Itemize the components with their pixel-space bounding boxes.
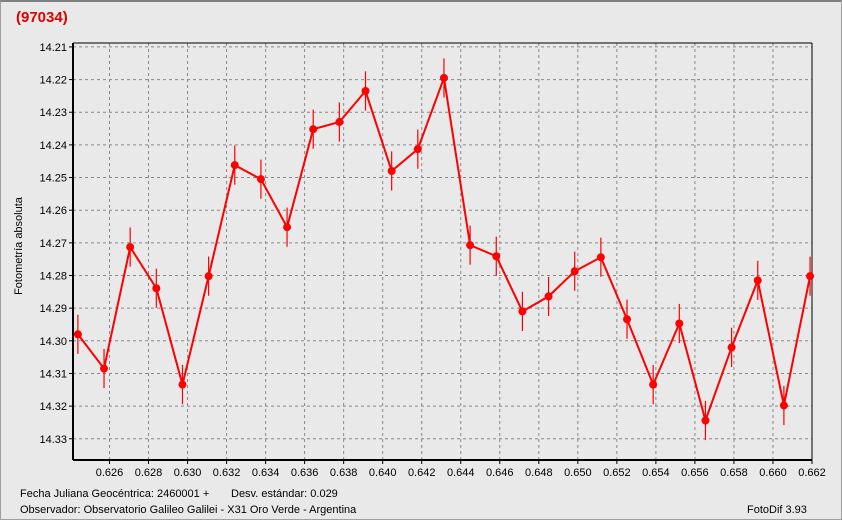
data-point <box>283 223 292 232</box>
data-point <box>623 315 632 324</box>
data-point <box>204 272 213 281</box>
data-point <box>570 267 579 276</box>
data-point <box>806 272 815 281</box>
data-point <box>701 416 710 425</box>
x-tick-label: 0.628 <box>135 467 163 479</box>
x-tick-label: 0.630 <box>174 467 202 479</box>
data-point <box>178 380 187 389</box>
y-tick-label: 14.28 <box>39 271 67 283</box>
app-version: FotoDif 3.93 <box>747 504 807 516</box>
data-point <box>439 73 448 82</box>
x-tick-label: 0.650 <box>564 467 592 479</box>
y-tick-label: 14.30 <box>39 336 67 348</box>
data-point <box>544 292 553 301</box>
data-point <box>649 380 658 389</box>
data-point <box>152 284 161 293</box>
data-point <box>230 161 239 170</box>
y-tick-label: 14.25 <box>39 173 67 185</box>
x-tick-label: 0.644 <box>447 467 475 479</box>
data-point <box>387 167 396 176</box>
data-point <box>753 276 762 285</box>
y-tick-label: 14.33 <box>39 434 67 446</box>
data-point <box>73 330 82 339</box>
x-tick-label: 0.634 <box>252 467 280 479</box>
y-tick-label: 14.24 <box>39 140 67 152</box>
observer-label: Observador: Observatorio Galileo Galilei… <box>20 504 357 516</box>
x-tick-label: 0.646 <box>486 467 514 479</box>
y-tick-label: 14.23 <box>39 107 67 119</box>
x-tick-label: 0.648 <box>525 467 553 479</box>
x-tick-label: 0.636 <box>291 467 319 479</box>
data-point <box>413 145 422 154</box>
data-point <box>727 343 736 352</box>
x-tick-label: 0.656 <box>681 467 709 479</box>
x-tick-label: 0.654 <box>642 467 670 479</box>
data-point <box>518 307 527 316</box>
y-tick-label: 14.27 <box>39 238 67 250</box>
y-tick-label: 14.22 <box>39 75 67 87</box>
data-point <box>675 319 684 328</box>
x-tick-label: 0.652 <box>603 467 631 479</box>
data-point <box>309 125 318 134</box>
y-tick-label: 14.21 <box>39 42 67 54</box>
data-point <box>492 252 501 261</box>
y-tick-label: 14.26 <box>39 205 67 217</box>
jd-label: Fecha Juliana Geocéntrica: 2460001 + <box>20 488 210 500</box>
chart-title: (97034) <box>16 9 68 26</box>
data-point <box>779 401 788 410</box>
x-tick-label: 0.662 <box>798 467 826 479</box>
x-tick-label: 0.632 <box>213 467 241 479</box>
y-tick-label: 14.32 <box>39 401 67 413</box>
y-tick-label: 14.31 <box>39 368 67 380</box>
data-point <box>466 241 475 250</box>
x-tick-label: 0.640 <box>369 467 397 479</box>
data-point <box>335 118 344 127</box>
data-point <box>100 364 109 373</box>
plot-area <box>73 43 812 460</box>
y-tick-label: 14.29 <box>39 303 67 315</box>
std-dev-label: Desv. estándar: 0.029 <box>231 488 338 500</box>
x-tick-label: 0.660 <box>759 467 787 479</box>
x-tick-label: 0.658 <box>720 467 748 479</box>
data-point <box>256 175 265 184</box>
data-point <box>596 253 605 262</box>
data-point <box>361 87 370 96</box>
x-tick-label: 0.626 <box>96 467 124 479</box>
x-tick-label: 0.638 <box>330 467 358 479</box>
data-point <box>126 243 135 252</box>
x-tick-label: 0.642 <box>408 467 436 479</box>
